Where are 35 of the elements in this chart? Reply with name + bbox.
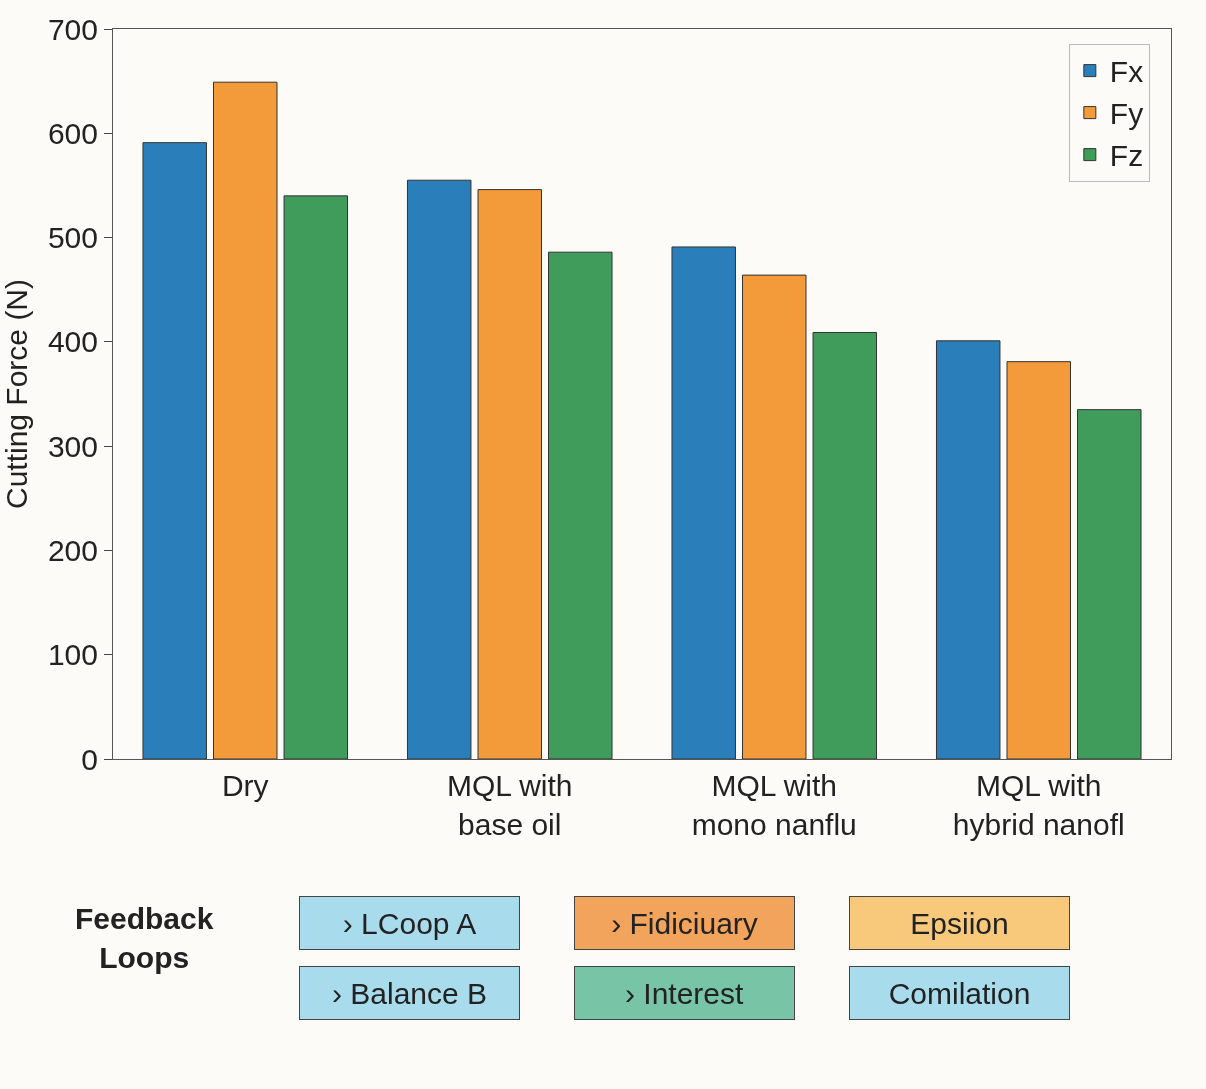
legend-label: Fx xyxy=(1109,55,1144,89)
legend-label: Fy xyxy=(1109,97,1144,131)
y-tick-label: 0 xyxy=(81,742,98,776)
y-tick-label: 500 xyxy=(47,221,98,255)
y-tick-label: 200 xyxy=(47,533,98,567)
text: Comilation xyxy=(888,976,1031,1010)
bar xyxy=(742,274,807,759)
x-tick-label: MQL with base oil xyxy=(446,769,573,841)
bar xyxy=(1006,361,1071,759)
bar xyxy=(213,81,278,759)
y-tick-label: 400 xyxy=(47,325,98,359)
bar xyxy=(548,251,613,759)
bar xyxy=(283,195,349,759)
y-tick-label: 600 xyxy=(47,116,98,150)
bar xyxy=(406,179,472,759)
x-tick-label: MQL with mono nanflu xyxy=(691,769,857,841)
bar xyxy=(935,340,1001,759)
y-tick-label: 100 xyxy=(47,638,98,672)
x-tick-label: Dry xyxy=(221,769,269,802)
bar xyxy=(142,142,207,759)
y-tick-label: 700 xyxy=(47,12,98,46)
legend-label: Fz xyxy=(1109,139,1144,173)
text: Epsiion xyxy=(910,906,1009,940)
bar xyxy=(1077,409,1142,759)
text: › Fidiciuary xyxy=(611,906,758,940)
text: Feedback Loops xyxy=(75,902,214,974)
text: › Interest xyxy=(624,976,745,1010)
text: › LCoop A xyxy=(342,906,477,940)
bar xyxy=(671,246,736,759)
bar xyxy=(812,331,878,759)
text: › Balance B xyxy=(331,976,488,1010)
x-tick-label: MQL with hybrid nanofl xyxy=(952,769,1125,841)
y-axis-title: Cutting Force (N) xyxy=(0,278,33,510)
bar xyxy=(477,189,542,759)
y-tick-label: 300 xyxy=(47,429,98,463)
